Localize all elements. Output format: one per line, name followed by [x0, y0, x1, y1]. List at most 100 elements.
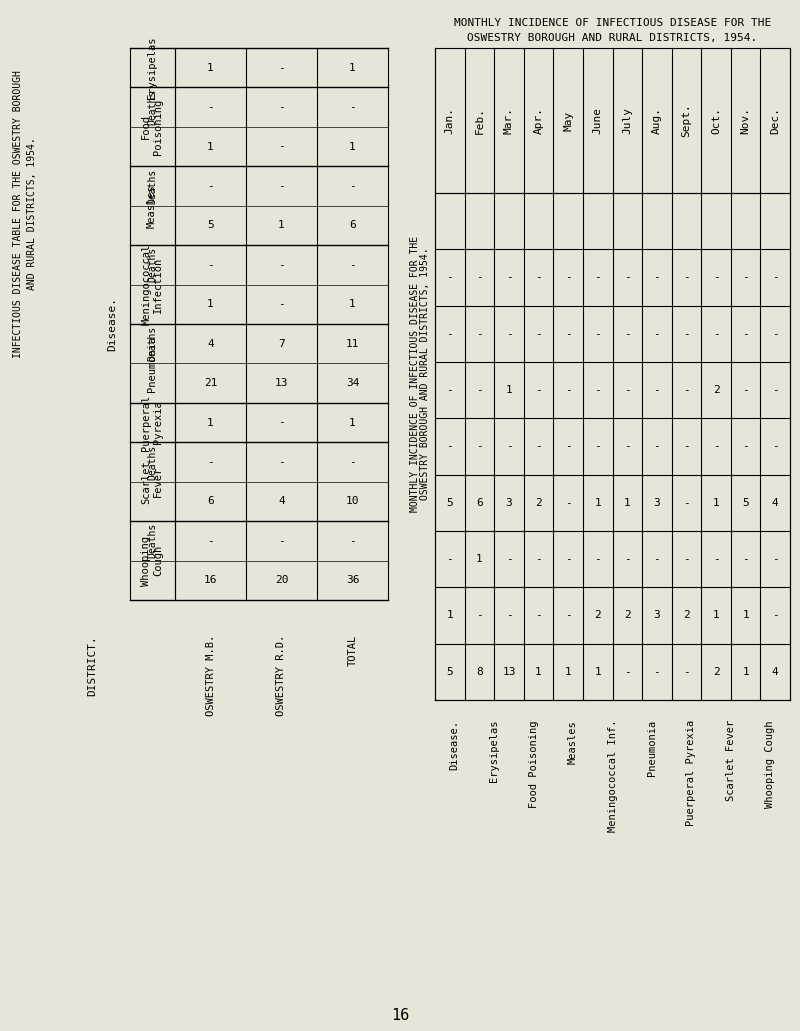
Text: Deaths: Deaths — [147, 444, 157, 479]
Text: -: - — [713, 555, 719, 564]
Text: -: - — [446, 386, 453, 395]
Text: -: - — [278, 102, 285, 112]
Text: TOTAL: TOTAL — [347, 635, 358, 666]
Text: -: - — [683, 329, 690, 339]
Text: -: - — [565, 386, 571, 395]
Text: -: - — [349, 536, 356, 545]
Text: -: - — [683, 272, 690, 282]
Text: 2: 2 — [713, 667, 719, 676]
Text: 7: 7 — [278, 339, 285, 348]
Text: 4: 4 — [207, 339, 214, 348]
Text: 1: 1 — [207, 63, 214, 73]
Text: -: - — [594, 329, 601, 339]
Text: -: - — [713, 329, 719, 339]
Text: -: - — [565, 610, 571, 621]
Text: 1: 1 — [535, 667, 542, 676]
Text: AND RURAL DISTRICTS, 1954.: AND RURAL DISTRICTS, 1954. — [27, 137, 37, 290]
Text: -: - — [506, 610, 512, 621]
Text: -: - — [772, 329, 778, 339]
Text: -: - — [565, 498, 571, 508]
Text: 21: 21 — [204, 378, 218, 388]
Text: -: - — [772, 555, 778, 564]
Text: 16: 16 — [204, 575, 218, 586]
Text: -: - — [624, 329, 630, 339]
Text: -: - — [535, 272, 542, 282]
Text: -: - — [278, 457, 285, 467]
Text: 2: 2 — [713, 386, 719, 395]
Text: -: - — [565, 329, 571, 339]
Text: -: - — [476, 610, 482, 621]
Text: -: - — [654, 329, 660, 339]
Text: 1: 1 — [565, 667, 571, 676]
Text: 16: 16 — [391, 1007, 409, 1023]
Text: -: - — [624, 386, 630, 395]
Text: 6: 6 — [476, 498, 482, 508]
Text: 1: 1 — [713, 610, 719, 621]
Text: 1: 1 — [506, 386, 512, 395]
Text: Deaths: Deaths — [147, 326, 157, 361]
Text: -: - — [476, 272, 482, 282]
Text: DISTRICT.: DISTRICT. — [87, 635, 97, 696]
Text: -: - — [654, 667, 660, 676]
Text: Meningococcal
Infection: Meningococcal Infection — [141, 244, 163, 325]
Text: Pneumonia: Pneumonia — [647, 720, 657, 776]
Text: 4: 4 — [772, 498, 778, 508]
Text: 1: 1 — [207, 141, 214, 152]
Text: 1: 1 — [476, 555, 482, 564]
Text: MONTHLY INCIDENCE OF INFECTIOUS DISEASE FOR THE: MONTHLY INCIDENCE OF INFECTIOUS DISEASE … — [410, 236, 420, 512]
Text: -: - — [446, 555, 453, 564]
Text: Disease.: Disease. — [107, 297, 117, 351]
Text: -: - — [506, 555, 512, 564]
Text: Whooping
Cough: Whooping Cough — [141, 535, 163, 586]
Text: -: - — [278, 141, 285, 152]
Text: -: - — [654, 272, 660, 282]
Text: -: - — [683, 498, 690, 508]
Text: -: - — [742, 555, 749, 564]
Text: Mar.: Mar. — [504, 107, 514, 134]
Text: -: - — [278, 536, 285, 545]
Text: -: - — [207, 536, 214, 545]
Text: -: - — [278, 299, 285, 309]
Text: -: - — [683, 386, 690, 395]
Text: Deaths: Deaths — [147, 247, 157, 282]
Text: 3: 3 — [506, 498, 512, 508]
Text: 1: 1 — [278, 221, 285, 231]
Text: 1: 1 — [594, 667, 601, 676]
Text: 5: 5 — [207, 221, 214, 231]
Text: -: - — [476, 386, 482, 395]
Text: -: - — [207, 102, 214, 112]
Text: 2: 2 — [683, 610, 690, 621]
Text: -: - — [446, 441, 453, 452]
Text: -: - — [446, 272, 453, 282]
Text: -: - — [565, 441, 571, 452]
Text: 11: 11 — [346, 339, 359, 348]
Text: Puerperal Pyrexia: Puerperal Pyrexia — [686, 720, 696, 826]
Text: -: - — [624, 555, 630, 564]
Text: Meningococcal Inf.: Meningococcal Inf. — [607, 720, 618, 832]
Text: -: - — [772, 386, 778, 395]
Text: -: - — [565, 272, 571, 282]
Text: -: - — [713, 272, 719, 282]
Text: Deaths: Deaths — [147, 523, 157, 559]
Text: -: - — [624, 441, 630, 452]
Text: 1: 1 — [207, 299, 214, 309]
Text: -: - — [349, 457, 356, 467]
Text: Measles: Measles — [147, 184, 157, 228]
Text: OSWESTRY BOROUGH AND RURAL DISTRICTS, 1954.: OSWESTRY BOROUGH AND RURAL DISTRICTS, 19… — [467, 33, 758, 43]
Text: 2: 2 — [624, 610, 630, 621]
Text: -: - — [654, 441, 660, 452]
Text: -: - — [594, 386, 601, 395]
Text: INFECTIOUS DISEASE TABLE FOR THE OSWESTRY BOROUGH: INFECTIOUS DISEASE TABLE FOR THE OSWESTR… — [13, 70, 23, 358]
Text: Food Poisoning: Food Poisoning — [529, 720, 538, 807]
Text: Deaths: Deaths — [147, 90, 157, 125]
Text: Erysipelas: Erysipelas — [489, 720, 499, 783]
Text: -: - — [772, 610, 778, 621]
Text: -: - — [506, 329, 512, 339]
Text: 2: 2 — [535, 498, 542, 508]
Text: May: May — [563, 110, 573, 131]
Text: -: - — [446, 329, 453, 339]
Text: 5: 5 — [446, 498, 453, 508]
Text: -: - — [506, 441, 512, 452]
Text: Dec.: Dec. — [770, 107, 780, 134]
Text: -: - — [278, 418, 285, 428]
